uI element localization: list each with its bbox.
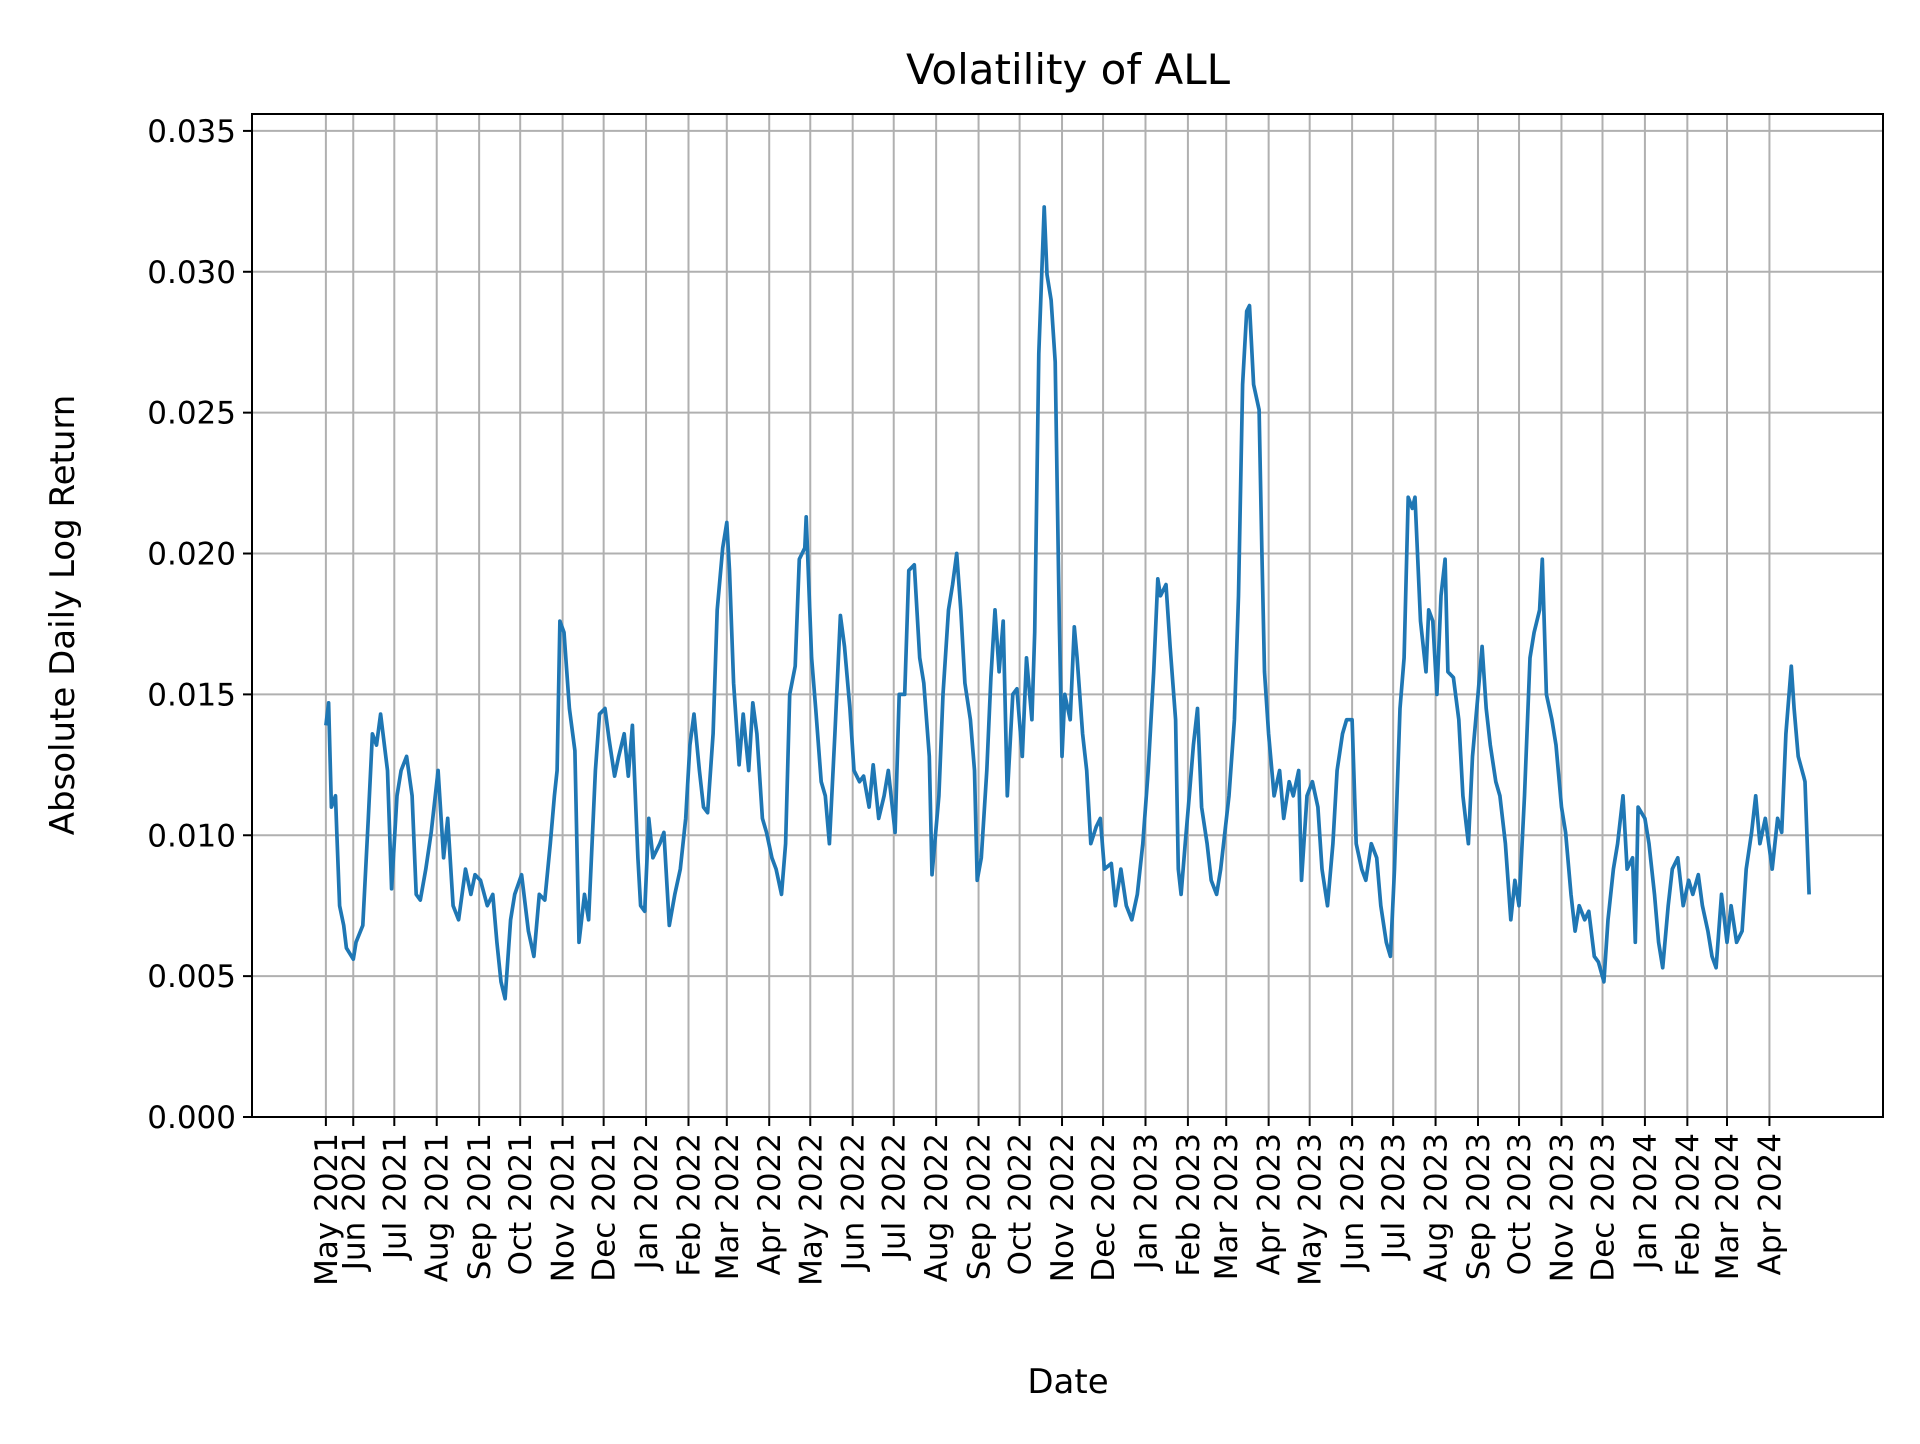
x-tick-label: Feb 2023 [1171,1133,1207,1277]
x-tick-label: Nov 2023 [1544,1133,1580,1282]
x-axis-label: Date [1027,1362,1108,1402]
x-tick-label: May 2022 [793,1133,829,1286]
y-axis-label: Absolute Daily Log Return [43,395,83,836]
y-axis: 0.000 0.005 0.010 0.015 0.020 0.025 0.030 0.035 [147,114,252,1136]
x-tick-label: Jun 2021 [336,1133,372,1272]
x-tick-label: Dec 2023 [1586,1133,1622,1282]
x-tick-label: Aug 2022 [919,1133,955,1282]
x-tick-label: Jul 2021 [377,1133,413,1261]
x-tick-label: Aug 2021 [420,1133,456,1282]
x-tick-label: Apr 2023 [1252,1133,1288,1275]
x-tick-label: Dec 2022 [1086,1133,1122,1282]
x-tick-label: Jan 2024 [1628,1133,1664,1272]
x-tick-label: May 2023 [1293,1133,1329,1286]
volatility-line [324,205,1811,1001]
y-tick-label: 0.035 [147,114,236,150]
grid [252,114,1883,1118]
x-tick-label: Mar 2024 [1710,1133,1746,1280]
x-tick-label: Dec 2021 [587,1133,623,1282]
x-tick-label: Oct 2021 [503,1133,539,1275]
series [324,205,1811,1001]
x-tick-label: Aug 2023 [1419,1133,1455,1282]
y-tick-label: 0.020 [147,537,236,573]
x-tick-label: Jul 2022 [877,1133,913,1261]
x-tick-label: Apr 2024 [1752,1133,1788,1275]
x-tick-label: Nov 2022 [1045,1133,1081,1282]
y-tick-label: 0.000 [147,1100,236,1136]
y-tick-label: 0.025 [147,396,236,432]
y-tick-label: 0.015 [147,677,236,713]
x-tick-label: Jun 2022 [836,1133,872,1272]
x-tick-label: Jan 2023 [1128,1133,1164,1272]
x-tick-label: May 2021 [309,1133,345,1286]
x-tick-label: Mar 2022 [710,1133,746,1280]
x-tick-label: Sep 2021 [462,1133,498,1280]
x-tick-label: Sep 2023 [1461,1133,1497,1280]
x-tick-label: Sep 2022 [962,1133,998,1280]
chart-title: Volatility of ALL [906,45,1231,94]
x-tick-label: Oct 2022 [1003,1133,1039,1275]
x-tick-label: Nov 2021 [546,1133,582,1282]
x-tick-label: Jun 2023 [1335,1133,1371,1272]
y-tick-label: 0.030 [147,255,236,291]
y-tick-label: 0.005 [147,959,236,995]
plot-frame [251,113,1884,1118]
x-tick-label: Feb 2022 [671,1133,707,1277]
x-tick-label: Oct 2023 [1502,1133,1538,1275]
y-tick-label: 0.010 [147,818,236,854]
x-tick-label: Mar 2023 [1209,1133,1245,1280]
x-tick-label: Jan 2022 [629,1133,665,1272]
x-tick-label: Jul 2023 [1376,1133,1412,1261]
x-tick-label: Apr 2022 [752,1133,788,1275]
x-tick-label: Feb 2024 [1670,1133,1706,1277]
